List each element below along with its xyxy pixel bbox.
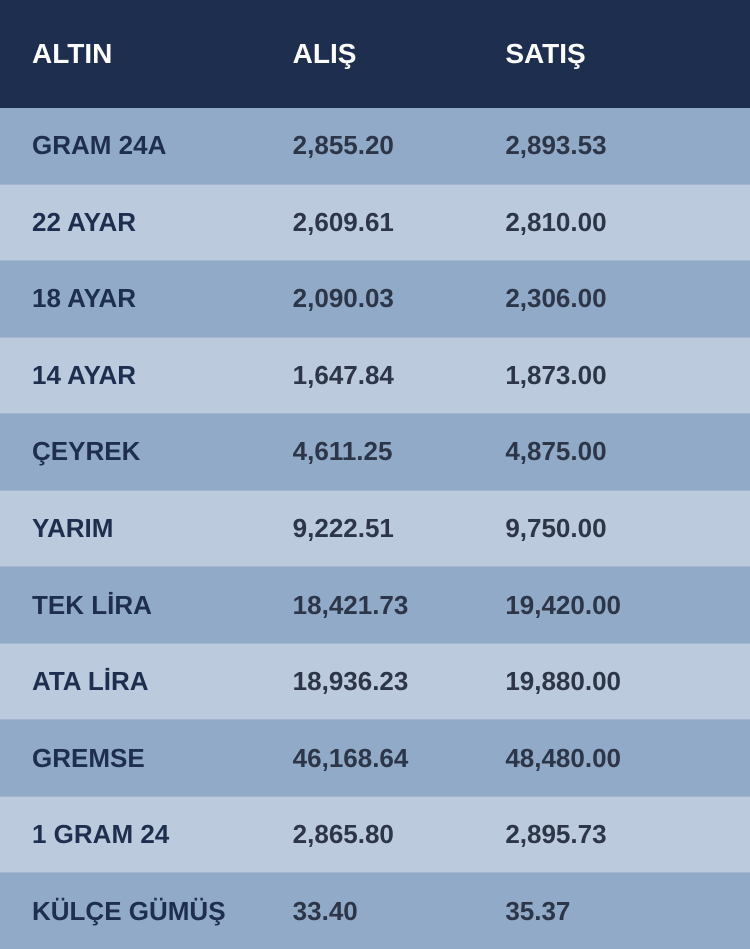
cell-name: 1 GRAM 24 bbox=[32, 819, 293, 850]
cell-buy: 2,865.80 bbox=[293, 819, 506, 850]
table-row: GREMSE46,168.6448,480.00 bbox=[0, 719, 750, 796]
table-body: GRAM 24A2,855.202,893.5322 AYAR2,609.612… bbox=[0, 108, 750, 949]
cell-sell: 2,893.53 bbox=[505, 130, 718, 161]
cell-buy: 1,647.84 bbox=[293, 360, 506, 391]
cell-buy: 4,611.25 bbox=[293, 436, 506, 467]
header-buy: ALIŞ bbox=[293, 38, 506, 70]
price-table: ALTIN ALIŞ SATIŞ GRAM 24A2,855.202,893.5… bbox=[0, 0, 750, 949]
cell-name: GREMSE bbox=[32, 743, 293, 774]
table-header: ALTIN ALIŞ SATIŞ bbox=[0, 0, 750, 108]
cell-name: GRAM 24A bbox=[32, 130, 293, 161]
cell-sell: 2,810.00 bbox=[505, 207, 718, 238]
cell-name: KÜLÇE GÜMÜŞ bbox=[32, 896, 293, 927]
header-sell: SATIŞ bbox=[505, 38, 718, 70]
cell-sell: 9,750.00 bbox=[505, 513, 718, 544]
header-name: ALTIN bbox=[32, 38, 293, 70]
cell-sell: 2,895.73 bbox=[505, 819, 718, 850]
cell-buy: 2,609.61 bbox=[293, 207, 506, 238]
table-row: ATA LİRA18,936.2319,880.00 bbox=[0, 643, 750, 720]
table-row: ÇEYREK4,611.254,875.00 bbox=[0, 413, 750, 490]
cell-name: 18 AYAR bbox=[32, 283, 293, 314]
table-row: 1 GRAM 242,865.802,895.73 bbox=[0, 796, 750, 873]
cell-buy: 18,421.73 bbox=[293, 590, 506, 621]
table-row: 22 AYAR2,609.612,810.00 bbox=[0, 184, 750, 261]
table-row: TEK LİRA18,421.7319,420.00 bbox=[0, 566, 750, 643]
cell-sell: 35.37 bbox=[505, 896, 718, 927]
cell-sell: 2,306.00 bbox=[505, 283, 718, 314]
cell-name: 22 AYAR bbox=[32, 207, 293, 238]
cell-name: ÇEYREK bbox=[32, 436, 293, 467]
cell-buy: 2,855.20 bbox=[293, 130, 506, 161]
cell-sell: 19,880.00 bbox=[505, 666, 718, 697]
cell-name: 14 AYAR bbox=[32, 360, 293, 391]
table-row: GRAM 24A2,855.202,893.53 bbox=[0, 108, 750, 184]
table-row: YARIM9,222.519,750.00 bbox=[0, 490, 750, 567]
cell-name: YARIM bbox=[32, 513, 293, 544]
cell-name: ATA LİRA bbox=[32, 666, 293, 697]
cell-sell: 4,875.00 bbox=[505, 436, 718, 467]
cell-sell: 1,873.00 bbox=[505, 360, 718, 391]
cell-buy: 46,168.64 bbox=[293, 743, 506, 774]
cell-buy: 2,090.03 bbox=[293, 283, 506, 314]
table-row: 18 AYAR2,090.032,306.00 bbox=[0, 260, 750, 337]
cell-buy: 18,936.23 bbox=[293, 666, 506, 697]
table-row: KÜLÇE GÜMÜŞ33.4035.37 bbox=[0, 872, 750, 949]
cell-buy: 9,222.51 bbox=[293, 513, 506, 544]
table-row: 14 AYAR1,647.841,873.00 bbox=[0, 337, 750, 414]
cell-sell: 19,420.00 bbox=[505, 590, 718, 621]
cell-name: TEK LİRA bbox=[32, 590, 293, 621]
cell-buy: 33.40 bbox=[293, 896, 506, 927]
cell-sell: 48,480.00 bbox=[505, 743, 718, 774]
